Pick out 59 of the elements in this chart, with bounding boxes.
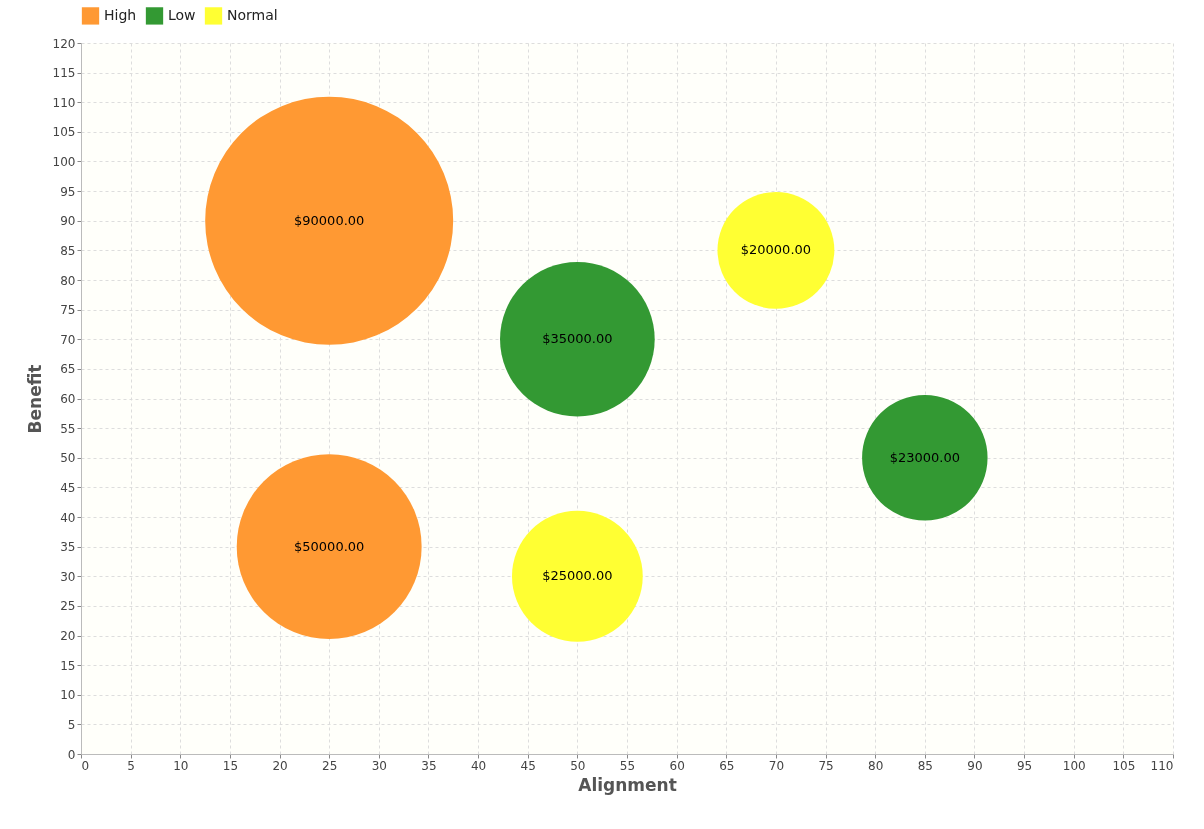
x-tick-label: 30	[371, 758, 387, 773]
y-tick-label: 10	[60, 688, 76, 703]
y-tick-label: 55	[60, 421, 76, 436]
legend-label: High	[104, 6, 137, 23]
x-tick-label: 0	[81, 758, 90, 773]
y-tick-label: 120	[52, 36, 76, 51]
y-tick-label: 80	[60, 273, 76, 288]
y-tick-label: 65	[60, 362, 76, 377]
y-tick-label: 35	[60, 540, 76, 555]
x-tick-label: 110	[1150, 758, 1174, 773]
y-tick-label: 0	[67, 747, 76, 762]
x-tick-label: 75	[818, 758, 834, 773]
x-tick-label: 70	[768, 758, 785, 773]
y-tick-label: 20	[60, 629, 76, 643]
x-tick-label: 60	[669, 758, 685, 773]
x-tick-label: 50	[570, 758, 586, 773]
y-tick-label: 95	[60, 184, 76, 199]
y-tick-label: 115	[52, 66, 76, 81]
y-tick-label: 5	[67, 717, 76, 732]
x-tick-label: 45	[520, 758, 536, 773]
y-tick-label: 50	[60, 451, 76, 466]
y-tick-label: 85	[60, 243, 76, 258]
y-tick-label: 90	[60, 214, 76, 229]
x-tick-label: 35	[421, 758, 437, 773]
x-tick-label: 105	[1112, 758, 1136, 773]
y-tick-label: 105	[52, 125, 76, 140]
y-tick-label: 110	[52, 95, 76, 110]
x-tick-label: 20	[272, 758, 288, 773]
x-tick-label: 25	[322, 758, 338, 773]
annotation: $25000.00	[542, 568, 613, 584]
annotation: $23000.00	[889, 449, 960, 465]
y-tick-label: 75	[60, 303, 76, 318]
y-tick-label: 25	[60, 599, 76, 614]
y-tick-label: 45	[60, 480, 76, 495]
y-tick-label: 40	[60, 510, 76, 525]
annotation: $20000.00	[740, 242, 812, 258]
y-tick-label: 15	[60, 658, 76, 673]
x-tick-label: 15	[222, 758, 239, 773]
y-axis-title: Benefit	[24, 364, 45, 434]
x-axis-title: Alignment	[578, 774, 677, 795]
y-tick-label: 30	[60, 569, 76, 584]
x-tick-label: 65	[719, 758, 735, 773]
x-tick-label: 10	[173, 758, 189, 773]
x-tick-label: 95	[1016, 758, 1033, 773]
y-tick-label: 100	[52, 155, 76, 169]
legend-label: Normal	[227, 6, 278, 23]
annotation: $90000.00	[294, 212, 365, 228]
x-tick-label: 55	[619, 758, 636, 773]
y-tick-label: 70	[60, 332, 76, 347]
x-tick-label: 90	[967, 758, 983, 773]
y-tick-label: 60	[60, 392, 76, 406]
annotation: $35000.00	[542, 331, 613, 347]
x-tick-label: 5	[127, 758, 135, 773]
x-tick-label: 100	[1062, 758, 1086, 773]
x-tick-label: 85	[917, 758, 933, 773]
annotation: $50000.00	[294, 538, 365, 554]
x-tick-label: 40	[470, 758, 487, 773]
legend-label: Low	[168, 6, 196, 23]
x-tick-label: 80	[868, 758, 884, 773]
